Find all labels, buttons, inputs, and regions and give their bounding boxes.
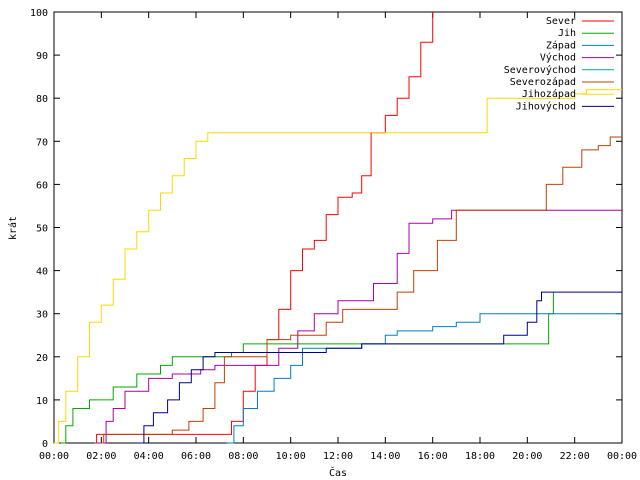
series-line-zapad [226, 313, 622, 444]
series-line-jih [61, 292, 554, 444]
x-tick-label: 04:00 [134, 451, 164, 462]
x-tick-label: 16:00 [418, 451, 448, 462]
legend-label-jih: Jih [558, 28, 576, 39]
x-tick-label: 00:00 [607, 451, 637, 462]
series-line-vychod [96, 209, 622, 444]
series-line-jihovychod [136, 291, 622, 444]
x-axis-title: Čas [329, 466, 347, 479]
y-tick-label: 10 [36, 396, 48, 407]
series-line-jihozapad [54, 89, 622, 444]
y-tick-label: 90 [36, 51, 48, 62]
legend-label-sever: Sever [546, 16, 576, 27]
series-line-severozapad [101, 136, 622, 444]
legend-label-jihozapad: Jihozápad [522, 88, 576, 100]
legend-label-severozapad: Severozápad [510, 76, 576, 88]
y-tick-label: 30 [36, 310, 48, 321]
y-tick-label: 80 [36, 94, 48, 105]
legend-label-vychod: Východ [540, 52, 576, 64]
y-tick-label: 20 [36, 353, 48, 364]
x-tick-label: 10:00 [276, 451, 306, 462]
y-tick-label: 50 [36, 224, 48, 235]
series-line-sever [94, 12, 434, 444]
x-tick-label: 08:00 [228, 451, 258, 462]
legend-label-zapad: Západ [546, 39, 576, 51]
x-tick-label: 20:00 [512, 451, 542, 462]
x-tick-label: 12:00 [323, 451, 353, 462]
legend-label-severovychod: Severovýchod [504, 64, 576, 76]
y-tick-label: 60 [36, 180, 48, 191]
y-tick-label: 0 [42, 439, 48, 450]
x-tick-label: 02:00 [86, 451, 116, 462]
x-tick-label: 18:00 [465, 451, 495, 462]
y-tick-label: 40 [36, 267, 48, 278]
x-tick-label: 14:00 [370, 451, 400, 462]
x-tick-label: 22:00 [560, 451, 590, 462]
y-tick-label: 70 [36, 137, 48, 148]
x-tick-label: 00:00 [39, 451, 69, 462]
y-tick-label: 100 [30, 8, 48, 19]
y-axis-title: krát [7, 216, 19, 240]
legend-label-jihovychod: Jihovýchod [516, 100, 576, 112]
x-tick-label: 06:00 [181, 451, 211, 462]
